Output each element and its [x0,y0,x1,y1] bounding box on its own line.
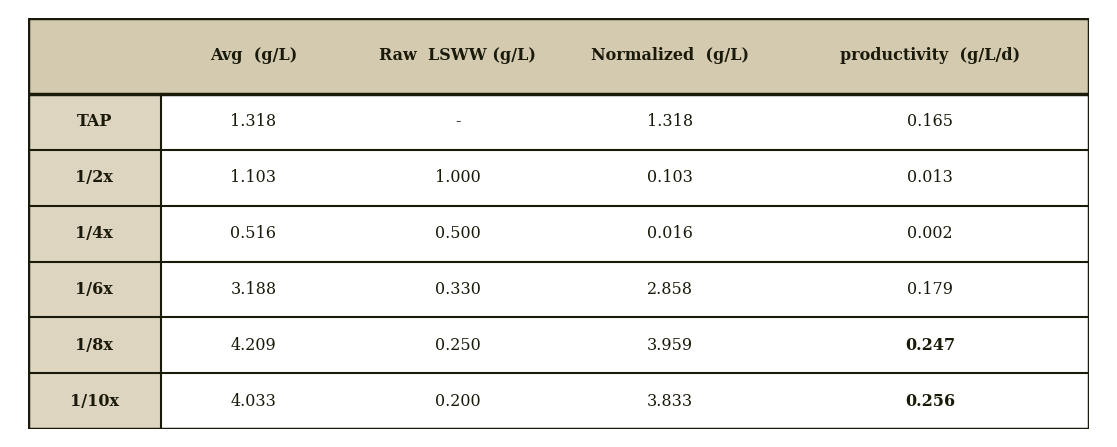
Bar [28,18,1089,94]
Text: 0.516: 0.516 [230,225,276,242]
Text: 0.179: 0.179 [907,281,953,298]
Text: 0.002: 0.002 [907,225,953,242]
Bar [161,94,1089,429]
Text: 0.250: 0.250 [435,337,480,354]
Text: 3.188: 3.188 [230,281,277,298]
Bar [28,373,161,429]
Text: 0.256: 0.256 [905,393,955,410]
Text: 0.165: 0.165 [907,114,953,131]
Text: 3.959: 3.959 [647,337,693,354]
Text: 1.000: 1.000 [435,169,480,186]
Text: 4.209: 4.209 [230,337,276,354]
Text: 0.016: 0.016 [647,225,693,242]
Text: 1.103: 1.103 [230,169,276,186]
Text: Avg  (g/L): Avg (g/L) [210,47,297,64]
Text: 0.500: 0.500 [435,225,480,242]
Text: 1/2x: 1/2x [75,169,113,186]
Bar [28,261,161,317]
Text: -: - [455,114,460,131]
Bar [28,206,161,261]
Text: 1/10x: 1/10x [69,393,118,410]
Text: 1.318: 1.318 [647,114,693,131]
Text: Raw  LSWW (g/L): Raw LSWW (g/L) [380,47,536,64]
Text: 0.013: 0.013 [907,169,953,186]
Text: 0.200: 0.200 [435,393,480,410]
Bar [28,317,161,373]
Text: 0.330: 0.330 [435,281,480,298]
Text: 4.033: 4.033 [230,393,276,410]
Text: productivity  (g/L/d): productivity (g/L/d) [840,47,1020,64]
Text: 1.318: 1.318 [230,114,277,131]
Text: 0.247: 0.247 [905,337,955,354]
Text: 1/8x: 1/8x [75,337,113,354]
Text: Normalized  (g/L): Normalized (g/L) [591,47,748,64]
Text: 2.858: 2.858 [647,281,693,298]
Text: 3.833: 3.833 [647,393,693,410]
Bar [28,150,161,206]
Text: 1/4x: 1/4x [75,225,113,242]
Text: TAP: TAP [77,114,112,131]
Text: 1/6x: 1/6x [75,281,113,298]
Bar [28,94,161,150]
Text: 0.103: 0.103 [647,169,693,186]
